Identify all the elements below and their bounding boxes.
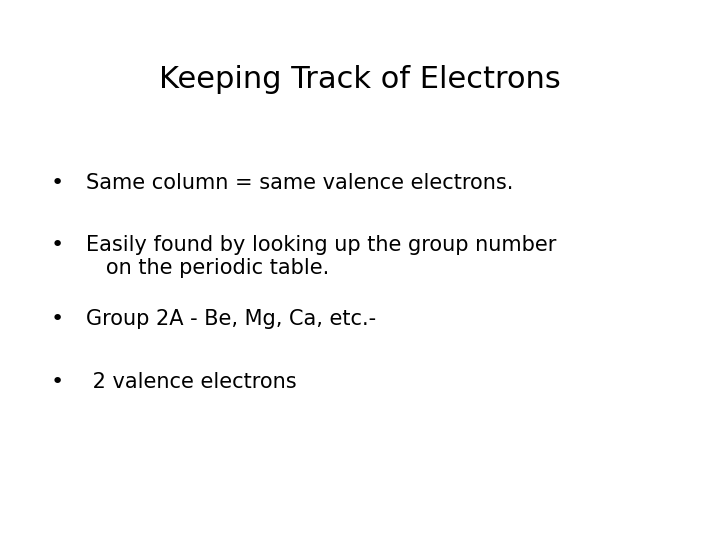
Text: •: • xyxy=(50,173,63,193)
Text: •: • xyxy=(50,235,63,255)
Text: •: • xyxy=(50,372,63,392)
Text: 2 valence electrons: 2 valence electrons xyxy=(86,372,297,392)
Text: Keeping Track of Electrons: Keeping Track of Electrons xyxy=(159,65,561,94)
Text: Easily found by looking up the group number
   on the periodic table.: Easily found by looking up the group num… xyxy=(86,235,557,278)
Text: Group 2A - Be, Mg, Ca, etc.-: Group 2A - Be, Mg, Ca, etc.- xyxy=(86,309,377,329)
Text: •: • xyxy=(50,309,63,329)
Text: Same column = same valence electrons.: Same column = same valence electrons. xyxy=(86,173,514,193)
